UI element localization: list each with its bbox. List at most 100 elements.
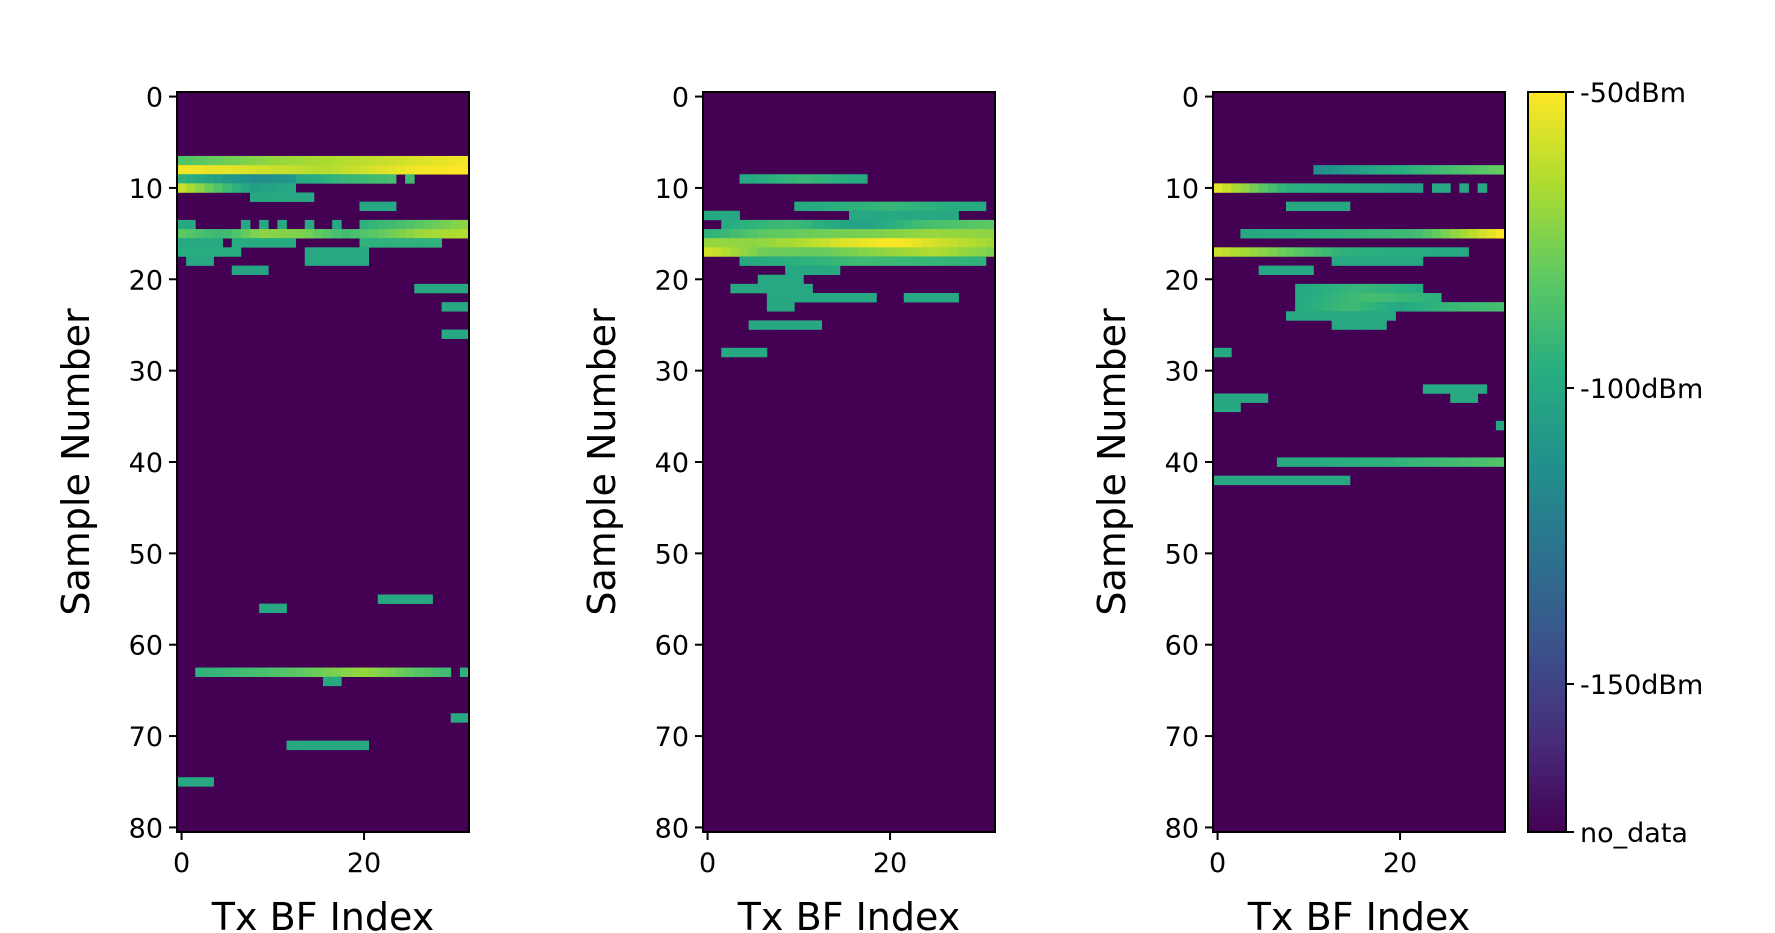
heatmap-cell [967,238,978,248]
heatmap-cell [721,219,731,230]
heatmap-cell [1349,165,1360,175]
x-tick-label: 20 [1383,848,1417,879]
heatmap-cell [268,667,278,677]
heatmap-cell [414,238,424,248]
heatmap-cell [286,229,297,239]
heatmap-cell [231,667,242,677]
heatmap-cell [721,238,731,248]
heatmap-cell [332,155,342,166]
heatmap-cell [1267,229,1278,239]
heatmap-cell [1468,165,1479,175]
heatmap-cell [213,247,224,257]
heatmap-cell [794,238,804,248]
heatmap-cell [1276,475,1287,486]
heatmap-cell [423,155,433,166]
heatmap-cell [839,201,850,212]
heatmap-cell [1386,457,1396,467]
heatmap-cell [332,667,342,677]
heatmap-cell [332,174,342,184]
heatmap-cell [867,238,877,248]
heatmap-cell [712,247,722,257]
heatmap-cell [949,201,959,212]
heatmap-cell [386,165,397,175]
heatmap-cell [368,155,379,166]
heatmap-cell [204,183,214,193]
heatmap-cell [849,219,859,230]
heatmap-cell [1404,229,1415,239]
heatmap-cell [1450,229,1460,239]
heatmap-cell [1450,393,1460,403]
heatmap-cell [1359,247,1369,257]
heatmap-cell [1486,165,1497,175]
heatmap-cell [304,667,315,677]
heatmap-cell [748,320,759,330]
heatmap-cell [849,247,859,257]
heatmap-cell [748,229,759,239]
heatmap-cell [1222,183,1232,193]
heatmap-cell [903,229,914,239]
heatmap-cell [776,274,786,285]
heatmap-cell [1413,183,1424,193]
heatmap-cell [295,174,306,184]
heatmap-cell [1222,247,1232,257]
heatmap-cell [1313,283,1323,294]
heatmap-cell [222,155,233,166]
heatmap-cell [459,229,470,239]
heatmap-cell [1422,302,1433,312]
heatmap-cell [721,210,731,221]
heatmap-cell [931,238,941,248]
heatmap-cell [830,256,841,266]
heatmap-cell [250,174,260,184]
heatmap-cell [1368,247,1378,257]
heatmap-cell [1331,201,1342,212]
heatmap-cell [368,174,379,184]
heatmap-cell [323,256,333,266]
heatmap-cell [186,155,196,166]
heatmap-cell [286,165,297,175]
heatmap-cell [931,247,941,257]
heatmap-cell [1340,320,1351,330]
heatmap-cell [803,219,813,230]
heatmap-cell [377,201,388,212]
heatmap-cell [213,155,224,166]
heatmap-cell [277,603,287,614]
heatmap-cell [1349,247,1360,257]
heatmap-cell [785,283,795,294]
heatmap-cell [730,229,740,239]
heatmap-cell [794,247,804,257]
heatmap-cell [1231,183,1241,193]
heatmap-cell [414,283,424,294]
heatmap-cell [250,265,260,276]
y-tick-label: 20 [1165,265,1199,296]
heatmap-cell [396,165,406,175]
heatmap-cell [931,256,941,266]
heatmap-cell [368,201,379,212]
heatmap-cell [1395,165,1406,175]
heatmap-cell [703,229,713,239]
heatmap-cell [222,165,233,175]
heatmap-cell [794,201,804,212]
heatmap-cell [1213,402,1223,413]
heatmap-cell [1231,475,1241,486]
heatmap-cell [177,183,187,193]
heatmap-cell [1295,311,1305,321]
heatmap-cell [1286,311,1296,321]
heatmap-cell [1450,247,1460,257]
heatmap-cell [359,229,370,239]
heatmap-cell [849,292,859,303]
heatmap-cell [1295,475,1305,486]
heatmap-cell [785,256,795,266]
heatmap-cell [240,667,251,677]
panels-layer: 0 10 20 30 40 50 60 70 80 0 20 Tx BF Index Sample Nu… [54,83,1506,933]
heatmap-cell [858,256,868,266]
heatmap-cell [940,256,950,266]
heatmap-cell [259,667,269,677]
heatmap-cell [386,229,397,239]
heatmap-cell [1441,302,1451,312]
heatmap-cell [1340,229,1351,239]
heatmap-cell [313,247,324,257]
heatmap-cell [903,201,914,212]
heatmap-cell [359,201,370,212]
heatmap-cell [1322,183,1333,193]
heatmap-cell [730,210,740,221]
